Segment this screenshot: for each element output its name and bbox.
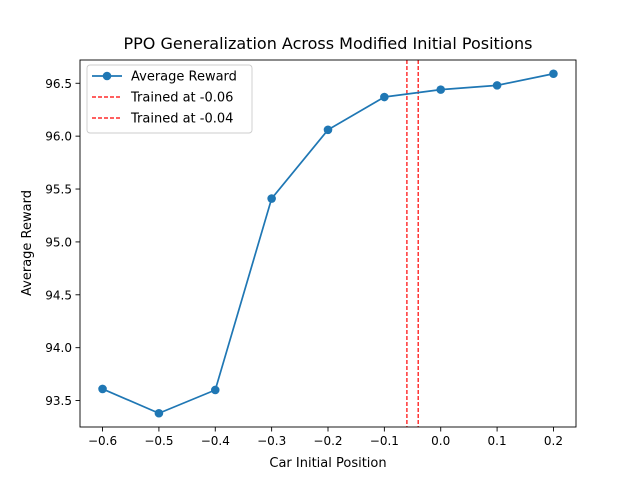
x-tick-label: −0.6 <box>88 434 117 448</box>
x-tick-label: 0.2 <box>544 434 563 448</box>
x-tick-label: −0.4 <box>201 434 230 448</box>
legend-label: Trained at -0.04 <box>130 112 233 127</box>
y-tick-label: 93.5 <box>45 394 72 408</box>
data-point <box>323 125 333 135</box>
axes: −0.6 −0.5 −0.4 −0.3 −0.2 −0.1 0.0 0.1 0.2 93.5 94.… <box>45 59 577 448</box>
data-point <box>98 384 107 394</box>
data-point <box>154 408 164 418</box>
legend-marker <box>102 71 112 81</box>
data-point <box>549 69 558 79</box>
y-axis-label: Average Reward <box>20 190 35 296</box>
x-tick-label: 0.1 <box>488 434 507 448</box>
legend-label: Average Reward <box>131 70 237 85</box>
data-point <box>210 385 220 395</box>
chart-title: PPO Generalization Across Modified Initi… <box>124 34 533 53</box>
data-point <box>267 194 276 203</box>
y-tick-label: 95.0 <box>45 235 72 249</box>
x-tick-label: −0.3 <box>257 434 286 448</box>
x-tick-label: −0.2 <box>313 434 342 448</box>
legend-box <box>86 64 253 134</box>
plot-area <box>98 60 558 427</box>
x-tick-label: −0.5 <box>144 434 173 448</box>
data-point <box>436 85 446 94</box>
y-tick-label: 94.5 <box>45 288 72 302</box>
y-tick-label: 96.5 <box>45 77 72 91</box>
legend: Average Reward Trained at -0.06 Trained at… <box>86 64 253 134</box>
legend-label: Trained at -0.06 <box>130 91 233 106</box>
y-tick-label: 94.0 <box>45 341 72 355</box>
y-tick-label: 95.5 <box>45 183 72 197</box>
data-point <box>492 81 502 90</box>
x-tick-label: 0.0 <box>431 434 450 448</box>
x-tick-label: −0.1 <box>370 434 399 448</box>
y-tick-label: 96.0 <box>45 130 72 144</box>
x-axis-label: Car Initial Position <box>269 456 386 471</box>
data-point <box>380 92 389 102</box>
